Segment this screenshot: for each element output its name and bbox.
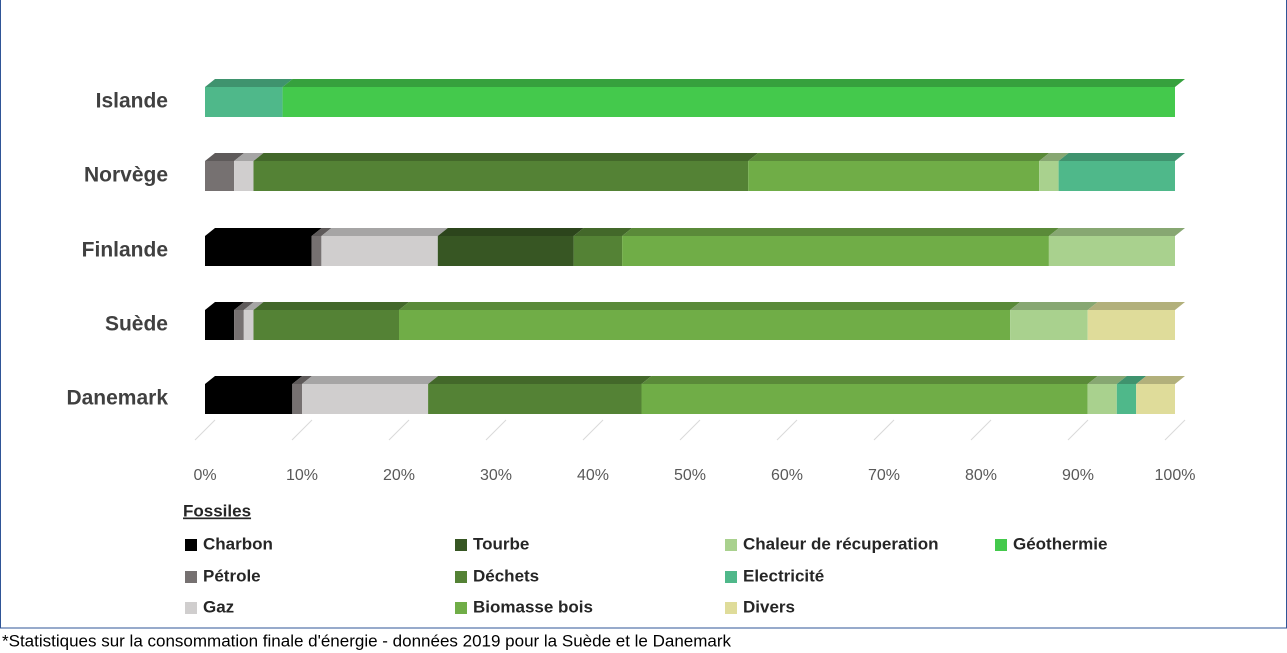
bar-segment <box>437 228 584 266</box>
x-tick-label: 90% <box>1062 467 1094 484</box>
legend-swatch <box>185 602 197 614</box>
x-tick-label: 30% <box>480 467 512 484</box>
x-tick-label: 70% <box>868 467 900 484</box>
bar-segment <box>1087 376 1127 414</box>
x-tick-label: 100% <box>1155 467 1196 484</box>
bar-segment <box>428 376 652 414</box>
bar-segment <box>302 376 439 414</box>
category-label: Islande <box>96 90 168 113</box>
bar-segment <box>1136 376 1185 414</box>
bar-segment <box>1087 302 1185 340</box>
legend-label: Biomasse bois <box>473 597 593 616</box>
grid-line <box>679 419 701 441</box>
grid-line <box>970 419 992 441</box>
bar-segment <box>1039 153 1069 191</box>
footnote: *Statistiques sur la consommation finale… <box>2 631 732 650</box>
legend-label: Charbon <box>203 534 273 553</box>
legend-label: Géothermie <box>1013 534 1107 553</box>
bar-segment <box>205 153 245 191</box>
x-tick-label: 60% <box>771 467 803 484</box>
x-tick-label: 20% <box>383 467 415 484</box>
grid-line <box>485 419 507 441</box>
legend-label: Chaleur de récuperation <box>743 534 939 553</box>
bar-segment <box>205 228 322 266</box>
bar-segment <box>205 302 245 340</box>
bar-segment <box>205 79 293 117</box>
bar-segment <box>311 228 332 266</box>
bar-segment <box>399 302 1021 340</box>
bar-segment <box>292 376 312 414</box>
bar-segment <box>282 79 1186 117</box>
legend-swatch <box>185 571 197 583</box>
legend-label: Electricité <box>743 566 824 585</box>
bar-segment <box>748 153 1050 191</box>
bar-segment <box>641 376 1098 414</box>
legend-label: Gaz <box>203 597 234 616</box>
bar-segment <box>1010 302 1098 340</box>
category-label: Danemark <box>66 387 168 410</box>
bar-segment <box>1048 228 1185 266</box>
bar-segment <box>1116 376 1147 414</box>
legend-swatch <box>455 602 467 614</box>
legend-label: Déchets <box>473 566 539 585</box>
legend-label: Divers <box>743 597 795 616</box>
x-tick-label: 40% <box>577 467 609 484</box>
category-label: Finlande <box>82 239 168 262</box>
bar-segment <box>573 228 633 266</box>
bar-segment <box>253 153 759 191</box>
legend-swatch <box>725 539 737 551</box>
legend-swatch <box>725 602 737 614</box>
grid-line <box>873 419 895 441</box>
grid-line <box>1067 419 1089 441</box>
grid-line <box>388 419 410 441</box>
bar-segment <box>622 228 1059 266</box>
grid-line <box>194 419 216 441</box>
x-tick-label: 0% <box>193 467 216 484</box>
x-tick-label: 10% <box>286 467 318 484</box>
legend-swatch <box>995 539 1007 551</box>
bar-segment <box>321 228 448 266</box>
category-label: Suède <box>105 313 168 336</box>
bar-segment <box>243 302 264 340</box>
grid-line <box>776 419 798 441</box>
bar-segment <box>234 302 254 340</box>
bar-segment <box>234 153 264 191</box>
bar-segment <box>205 376 303 414</box>
legend-label: Pétrole <box>203 566 261 585</box>
legend-swatch <box>455 539 467 551</box>
category-label: Norvège <box>84 164 168 187</box>
x-tick-label: 50% <box>674 467 706 484</box>
bar-segment <box>1058 153 1185 191</box>
legend-swatch <box>185 539 197 551</box>
grid-line <box>291 419 313 441</box>
x-tick-label: 80% <box>965 467 997 484</box>
grid-line <box>582 419 604 441</box>
legend-title: Fossiles <box>183 501 251 520</box>
legend-swatch <box>725 571 737 583</box>
bar-segment <box>253 302 409 340</box>
legend-swatch <box>455 571 467 583</box>
grid-line <box>1164 419 1186 441</box>
legend-label: Tourbe <box>473 534 529 553</box>
